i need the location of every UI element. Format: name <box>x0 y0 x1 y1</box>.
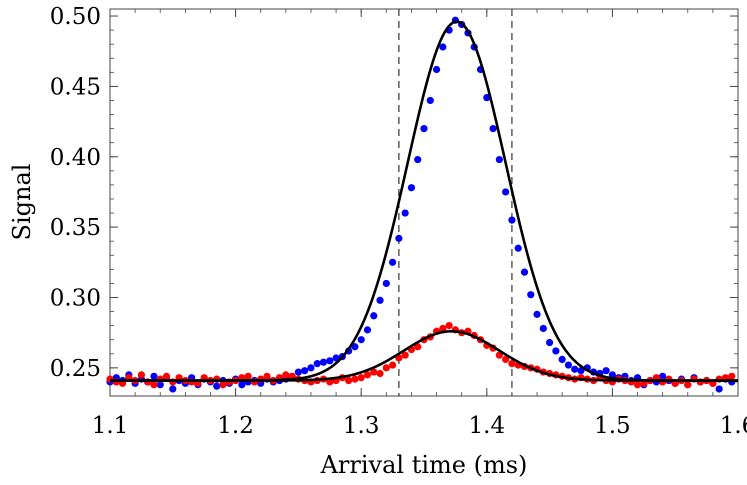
plot-frame <box>109 8 739 397</box>
series-0-point-51 <box>426 96 434 105</box>
series-1-point-41 <box>363 371 372 379</box>
series-0-point-72 <box>558 355 566 364</box>
series-0-point-52 <box>432 65 441 74</box>
series-1-point-5 <box>137 371 145 379</box>
series-0-point-79 <box>602 367 610 375</box>
x-tick-label-5: 1.6 <box>720 413 747 439</box>
y-tick-label-3: 0.40 <box>50 145 101 171</box>
series-0-point-53 <box>439 43 447 51</box>
series-0-point-31 <box>301 367 309 375</box>
series-0-point-97 <box>715 385 723 393</box>
series-0-point-49 <box>414 155 422 164</box>
axis-ticks <box>109 9 739 396</box>
series-0-point-46 <box>395 234 403 242</box>
series-0-point-21 <box>238 381 246 389</box>
series-0-point-61 <box>489 125 497 133</box>
dashed-reference-lines <box>398 9 513 396</box>
series-1-point-39 <box>351 375 359 383</box>
series-1-point-44 <box>382 364 390 372</box>
series-1-point-25 <box>263 372 271 380</box>
series-0-point-74 <box>571 365 579 373</box>
x-tick-label-0: 1.1 <box>92 413 129 439</box>
series-1-point-99 <box>728 372 736 380</box>
series-1-point-7 <box>150 381 158 389</box>
series-0-point-42 <box>370 312 378 320</box>
series-1-point-84 <box>633 381 642 389</box>
series-0-point-34 <box>319 358 328 366</box>
series-1-point-63 <box>502 355 510 364</box>
tick-labels: 1.1 1.2 1.3 1.4 1.5 1.6 0.25 0.30 0.35 0.40 0.45 0.… <box>50 4 747 439</box>
y-tick-label-0: 0.25 <box>50 356 101 382</box>
x-tick-label-2: 1.3 <box>343 413 380 439</box>
series-0-point-70 <box>546 338 554 347</box>
series-1-point-38 <box>345 376 353 385</box>
series-0-point-71 <box>552 347 560 355</box>
series-0-point-69 <box>539 324 547 333</box>
series-0-point-43 <box>376 296 384 304</box>
series-0-point-41 <box>363 326 372 334</box>
series-0-point-62 <box>495 155 503 164</box>
series-0-point-10 <box>169 385 177 393</box>
fit-curve-0 <box>110 20 738 382</box>
series-1-point-45 <box>389 361 397 369</box>
series-1-point-92 <box>684 381 692 389</box>
series-0-point-65 <box>514 244 522 252</box>
x-tick-label-4: 1.5 <box>594 413 631 439</box>
series-0-point-17 <box>213 382 221 390</box>
y-tick-label-2: 0.35 <box>50 215 101 241</box>
series-0-point-73 <box>564 361 573 369</box>
series-1-point-49 <box>414 343 422 351</box>
series-0-point-64 <box>508 216 516 224</box>
y-tick-label-5: 0.50 <box>50 4 101 30</box>
series-0-point-7 <box>150 372 158 380</box>
fit-curves <box>110 20 738 382</box>
y-axis-label: Signal <box>8 164 36 241</box>
x-tick-label-3: 1.4 <box>469 413 506 439</box>
series-0-point-30 <box>294 368 302 376</box>
series-0-point-8 <box>156 381 164 389</box>
series-0-point-60 <box>483 94 491 102</box>
series-1-point-42 <box>370 368 378 376</box>
series-0-point-66 <box>520 268 529 276</box>
series-0-point-33 <box>313 360 321 368</box>
series-1-point-47 <box>401 351 409 359</box>
series-0-point-68 <box>533 310 541 318</box>
y-tick-label-1: 0.30 <box>50 285 101 311</box>
series-0-point-35 <box>326 357 334 365</box>
series-0-point-44 <box>382 279 390 288</box>
series-1-point-40 <box>357 374 365 382</box>
series-1-point-22 <box>244 372 252 380</box>
series-1-point-18 <box>219 381 227 389</box>
series-0-point-47 <box>401 209 409 217</box>
series-1-point-35 <box>326 378 334 386</box>
series-0-point-40 <box>357 336 365 344</box>
series-0-point-45 <box>389 258 397 266</box>
y-tick-label-4: 0.45 <box>50 74 101 100</box>
series-1-point-53 <box>439 324 447 333</box>
series-1-point-54 <box>445 322 453 330</box>
series-0-point-50 <box>420 125 428 133</box>
series-1-point-62 <box>495 351 503 359</box>
data-points <box>106 16 736 393</box>
fit-curve-1 <box>110 329 738 382</box>
x-tick-label-1: 1.2 <box>217 413 254 439</box>
series-0-point-63 <box>502 188 510 196</box>
x-axis-label: Arrival time (ms) <box>320 451 528 479</box>
series-0-point-39 <box>351 343 359 351</box>
series-1-point-28 <box>282 371 290 379</box>
series-1-point-64 <box>508 360 516 368</box>
series-1-point-43 <box>376 369 384 378</box>
series-1-point-9 <box>162 372 171 380</box>
series-0-point-48 <box>407 184 416 192</box>
series-0-point-88 <box>659 372 667 380</box>
series-0-point-32 <box>307 364 315 372</box>
series-0-point-67 <box>527 291 535 299</box>
